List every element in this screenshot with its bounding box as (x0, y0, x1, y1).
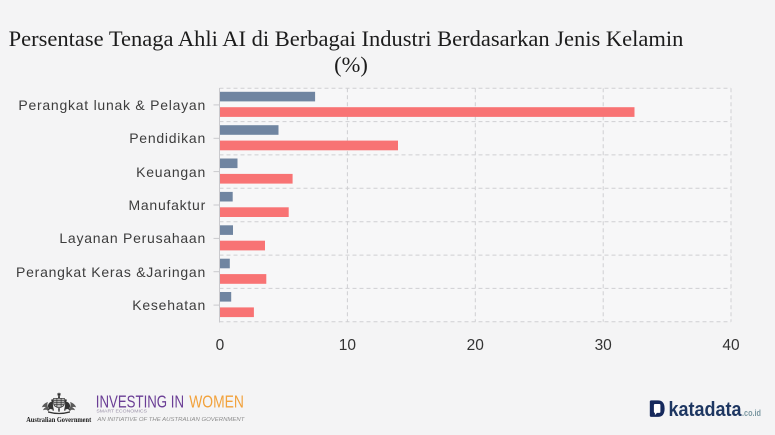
svg-text:SMART ECONOMICS: SMART ECONOMICS (96, 409, 147, 415)
svg-text:.co.id: .co.id (742, 408, 761, 419)
svg-text:AN INITIATIVE OF THE AUSTRALIA: AN INITIATIVE OF THE AUSTRALIAN GOVERNME… (96, 417, 244, 423)
svg-text:Australian Government: Australian Government (26, 416, 92, 424)
svg-text:INVESTING IN WOMEN: INVESTING IN WOMEN (96, 392, 244, 412)
svg-text:katadata: katadata (669, 399, 743, 421)
